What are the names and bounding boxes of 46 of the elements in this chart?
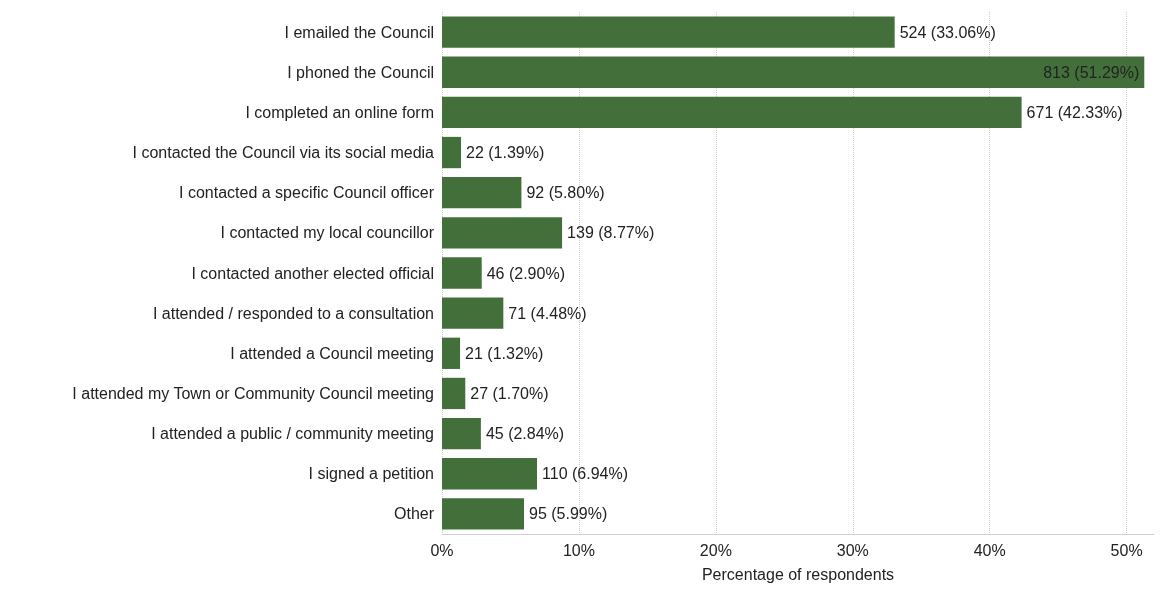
x-tick-label: 50% — [1110, 541, 1143, 559]
bar — [442, 257, 482, 289]
y-tick-label: I attended a public / community meeting — [151, 425, 434, 443]
bar — [442, 177, 522, 209]
data-label: 45 (2.84%) — [485, 425, 565, 443]
y-tick-label: I emailed the Council — [284, 23, 434, 41]
data-label: 27 (1.70%) — [470, 384, 549, 402]
y-tick-label: Other — [393, 505, 435, 523]
y-tick-label: I contacted my local councillor — [220, 224, 435, 242]
x-tick-label: 20% — [699, 541, 732, 559]
data-label: 92 (5.80%) — [526, 184, 605, 202]
bar — [442, 96, 1022, 129]
data-label: 21 (1.32%) — [465, 344, 544, 362]
x-tick-label: 0% — [430, 541, 454, 559]
data-label: 671 (42.33%) — [1026, 103, 1123, 121]
data-label: 95 (5.99%) — [529, 505, 608, 523]
y-tick-label: I attended my Town or Community Council meeting — [72, 384, 434, 402]
data-label: 110 (6.94%) — [542, 465, 629, 483]
data-label: 46 (2.90%) — [486, 264, 565, 282]
bar — [442, 217, 563, 249]
bar — [442, 377, 466, 410]
bar — [442, 498, 525, 530]
bar — [442, 56, 1145, 88]
data-label: 139 (8.77%) — [567, 224, 655, 242]
x-tick-label: 40% — [973, 541, 1006, 559]
bar — [442, 16, 895, 48]
y-tick-label: I contacted another elected official — [191, 264, 434, 282]
bar — [442, 458, 538, 490]
bar — [442, 337, 461, 369]
bar — [442, 297, 504, 329]
y-tick-label: I attended / responded to a consultation — [152, 304, 434, 322]
y-tick-label: I contacted a specific Council officer — [179, 184, 435, 202]
x-tick-label: 10% — [562, 541, 595, 559]
y-tick-label: I phoned the Council — [287, 63, 434, 81]
x-axis-title: Percentage of respondents — [701, 565, 895, 583]
x-tick-label: 30% — [836, 541, 869, 559]
bar — [442, 417, 481, 450]
bar — [442, 136, 462, 169]
y-tick-label: I contacted the Council via its social media — [132, 144, 435, 162]
data-label: 22 (1.39%) — [466, 144, 545, 162]
data-label: 813 (51.29%) — [1043, 63, 1140, 81]
y-tick-label: I attended a Council meeting — [230, 344, 434, 362]
y-tick-label: I signed a petition — [308, 465, 434, 483]
data-label: 524 (33.06%) — [899, 23, 996, 41]
y-tick-label: I completed an online form — [245, 103, 434, 121]
data-label: 71 (4.48%) — [508, 304, 587, 322]
